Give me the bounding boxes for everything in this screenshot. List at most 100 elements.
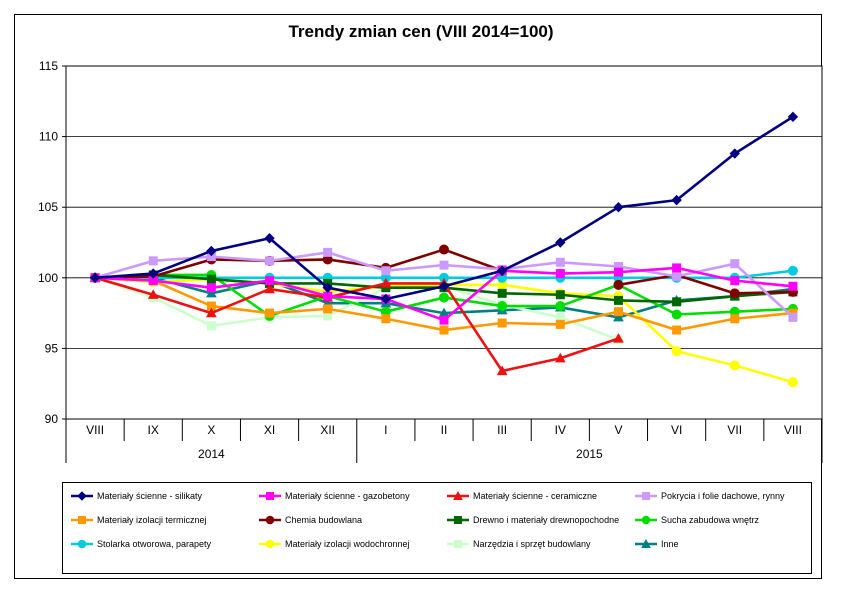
series-1-point xyxy=(148,268,159,279)
series-2-point xyxy=(439,315,449,325)
legend-item: Stolarka otworowa, parapety xyxy=(71,537,211,551)
series-3-point xyxy=(496,365,508,376)
series-8-point xyxy=(671,309,682,320)
series-4-point xyxy=(730,259,740,269)
series-4-point xyxy=(439,260,449,270)
y-tick-label: 100 xyxy=(38,271,58,285)
legend-swatch xyxy=(447,516,469,524)
y-tick-label: 105 xyxy=(38,200,58,214)
series-6-line xyxy=(618,273,793,295)
series-11-point xyxy=(206,321,216,331)
legend-label: Sucha zabudowa wnętrz xyxy=(661,515,760,525)
series-7-point xyxy=(497,288,507,298)
x-tick-label: I xyxy=(384,423,387,437)
series-6-point xyxy=(613,279,624,290)
series-1-point xyxy=(496,265,508,276)
legend-label: Materiały ścienne - silikaty xyxy=(97,491,203,501)
series-3-point xyxy=(264,283,275,294)
legend-label: Materiały ścienne - ceramiczne xyxy=(473,491,598,501)
series-1-point xyxy=(671,194,682,206)
series-3-point xyxy=(613,332,624,343)
legend-swatch xyxy=(635,539,657,548)
x-tick-label: VI xyxy=(671,423,682,437)
legend-item: Sucha zabudowa wnętrz xyxy=(635,513,759,527)
series-1-point xyxy=(264,233,275,244)
legend-swatch xyxy=(71,516,93,524)
legend-label: Inne xyxy=(661,539,679,549)
legend-label: Narzędzia i sprzęt budowlany xyxy=(473,539,591,549)
series-7-point xyxy=(206,274,216,284)
series-2-point xyxy=(613,267,623,277)
legend-item: Narzędzia i sprzęt budowlany xyxy=(447,537,591,551)
plot-background xyxy=(65,65,823,420)
y-tick-label: 110 xyxy=(39,130,58,144)
series-5-point xyxy=(497,318,507,328)
x-tick-label: IV xyxy=(555,423,566,437)
series-7-point xyxy=(613,295,623,305)
series-2-point xyxy=(730,276,740,286)
series-2-point xyxy=(265,276,275,286)
legend-item: Materiały ścienne - silikaty xyxy=(71,489,202,503)
series-5-point xyxy=(439,325,449,335)
series-7-point xyxy=(555,290,565,300)
series-4-point xyxy=(323,247,333,257)
x-tick-label: III xyxy=(497,423,507,437)
legend-label: Chemia budowlana xyxy=(285,515,363,525)
series-10-point xyxy=(787,377,798,388)
series-8-point xyxy=(439,292,449,303)
series-2-point xyxy=(788,281,798,291)
x-tick-label: VIII xyxy=(784,423,802,437)
year-label: 2014 xyxy=(198,447,225,461)
series-6-point xyxy=(729,288,740,299)
legend-swatch xyxy=(635,492,657,500)
series-3-point xyxy=(380,277,392,288)
series-2-point xyxy=(323,291,333,301)
legend-item: Inne xyxy=(635,537,679,551)
series-1-point xyxy=(322,282,333,293)
x-tick-label: IX xyxy=(148,423,159,437)
series-2-point xyxy=(555,269,565,279)
series-9-point xyxy=(787,265,798,276)
series-4-point xyxy=(148,256,158,266)
series-12-point xyxy=(206,287,217,298)
series-7-point xyxy=(672,297,682,307)
legend-swatch xyxy=(635,515,657,525)
series-2-point xyxy=(672,263,682,273)
series-3-point xyxy=(147,289,159,299)
series-6-line xyxy=(95,248,503,280)
series-5-point xyxy=(672,325,682,335)
legend-swatch xyxy=(259,539,281,549)
legend-label: Drewno i materiały drewnopochodne xyxy=(473,515,620,525)
series-1-point xyxy=(787,111,799,123)
series-10-point xyxy=(671,346,682,357)
x-tick-label: VII xyxy=(727,423,742,437)
legend-item: Chemia budowlana xyxy=(259,513,362,527)
y-tick-label: 115 xyxy=(39,59,58,73)
series-12-point xyxy=(613,311,624,322)
series-5-point xyxy=(381,314,391,324)
year-label: 2015 xyxy=(576,447,603,461)
series-5-point xyxy=(265,308,275,318)
x-tick-label: XII xyxy=(320,423,335,437)
series-4-point xyxy=(672,271,682,281)
legend-item: Materiały izolacji wodochronnej xyxy=(259,537,410,551)
legend: Materiały ścienne - silikaty Materiały śc… xyxy=(62,482,812,574)
legend-item: Drewno i materiały drewnopochodne xyxy=(447,513,619,527)
y-tick-label: 90 xyxy=(45,412,59,426)
series-5-point xyxy=(323,304,333,314)
x-tick-label: VIII xyxy=(86,423,104,437)
legend-item: Materiały ścienne - gazobetony xyxy=(259,489,410,503)
legend-swatch xyxy=(71,539,93,549)
series-1-point xyxy=(613,201,624,213)
series-1-point xyxy=(206,245,217,257)
x-tick-label: X xyxy=(207,423,215,437)
legend-item: Pokrycia i folie dachowe, rynny xyxy=(635,489,785,503)
legend-swatch xyxy=(259,515,281,525)
legend-swatch xyxy=(447,540,469,548)
series-1-point xyxy=(89,272,101,284)
series-10-point xyxy=(729,360,740,371)
series-8-point xyxy=(497,301,508,312)
legend-swatch xyxy=(259,492,281,500)
y-tick-label: 95 xyxy=(45,341,59,355)
